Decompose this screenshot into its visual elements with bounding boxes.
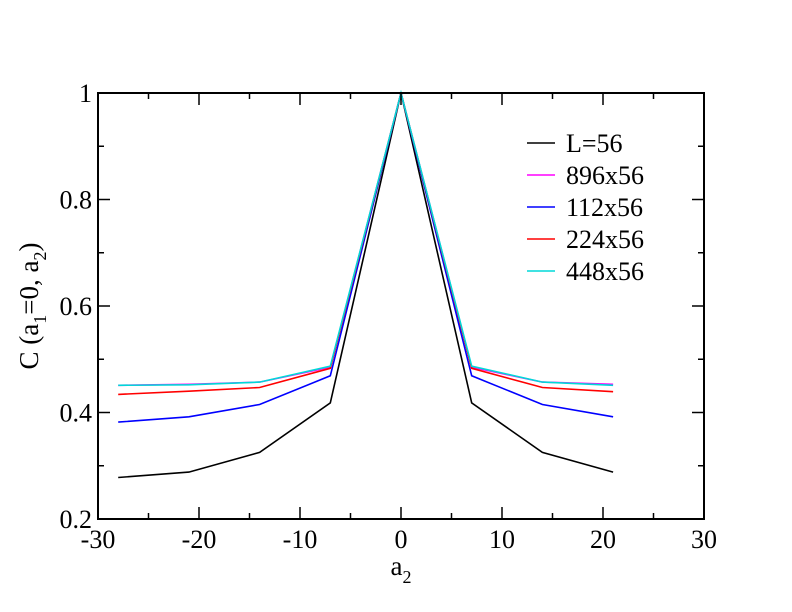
x-tick-label: 30: [691, 525, 717, 554]
series-line-4: [118, 89, 614, 387]
x-tick-label: -30: [81, 525, 116, 554]
axis-ticks: [97, 92, 705, 520]
series-line-3: [118, 92, 614, 396]
axis-tick-labels: -30 -20 -10 0 10 20 30 0.2 0.4 0.6 0.8 1: [60, 79, 718, 554]
y-tick-label: 0.6: [60, 292, 93, 321]
legend-label-3: 224x56: [566, 225, 644, 254]
x-axis-title: a2: [391, 551, 412, 587]
legend: L=56 896x56 112x56 224x56 448x56: [527, 129, 644, 286]
legend-label-0: L=56: [566, 129, 623, 158]
y-tick-label: 0.8: [60, 186, 93, 215]
y-tick-label: 1: [79, 79, 92, 108]
series-line-2: [118, 92, 614, 423]
y-tick-label: 0.2: [60, 505, 93, 534]
plot-lines: [118, 89, 614, 479]
x-tick-label: -20: [182, 525, 217, 554]
legend-label-2: 112x56: [566, 193, 643, 222]
x-tick-label: 0: [395, 525, 408, 554]
series-line-0: [118, 92, 614, 479]
x-tick-label: 20: [590, 525, 616, 554]
legend-label-1: 896x56: [566, 161, 644, 190]
x-tick-label: -10: [283, 525, 318, 554]
x-tick-label: 10: [489, 525, 515, 554]
y-tick-label: 0.4: [60, 399, 93, 428]
y-axis-title: C (a1=0, a2): [14, 243, 50, 370]
legend-label-4: 448x56: [566, 257, 644, 286]
